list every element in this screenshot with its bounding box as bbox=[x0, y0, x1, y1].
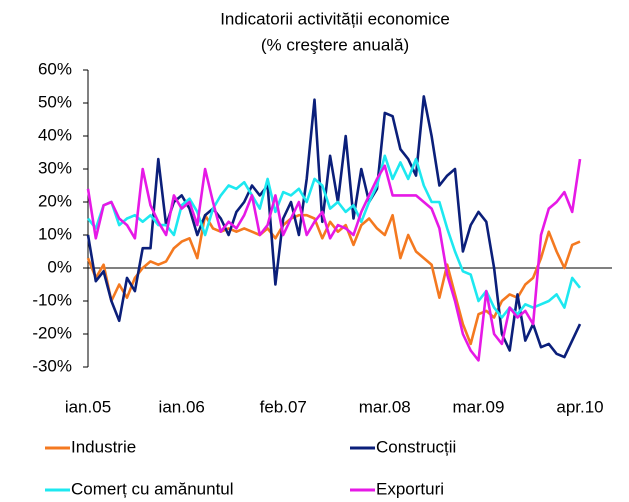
y-tick-label: 60% bbox=[38, 59, 72, 78]
y-tick-label: 30% bbox=[38, 158, 72, 177]
legend-label: Construcții bbox=[376, 437, 456, 456]
legend-label: Exporturi bbox=[376, 479, 444, 498]
series-line bbox=[86, 154, 582, 319]
x-tick-label: mar.08 bbox=[359, 397, 411, 416]
y-tick-label: 50% bbox=[38, 92, 72, 111]
x-tick-label: mar.09 bbox=[452, 397, 504, 416]
y-tick-label: -30% bbox=[32, 356, 72, 375]
series-line bbox=[86, 158, 582, 362]
y-tick-label: 0% bbox=[47, 257, 72, 276]
legend-label: Comerț cu amănuntul bbox=[71, 479, 234, 498]
y-tick-label: -10% bbox=[32, 290, 72, 309]
x-tick-label: ian.05 bbox=[65, 397, 111, 416]
y-tick-label: 10% bbox=[38, 224, 72, 243]
y-tick-label: -20% bbox=[32, 323, 72, 342]
x-tick-label: ian.06 bbox=[159, 397, 205, 416]
chart-subtitle: (% creştere anuală) bbox=[261, 35, 409, 54]
x-tick-label: feb.07 bbox=[260, 397, 307, 416]
y-tick-label: 40% bbox=[38, 125, 72, 144]
chart-title: Indicatorii activității economice bbox=[220, 9, 450, 28]
y-tick-label: 20% bbox=[38, 191, 72, 210]
x-tick-label: apr.10 bbox=[556, 397, 603, 416]
legend-label: Industrie bbox=[71, 437, 136, 456]
